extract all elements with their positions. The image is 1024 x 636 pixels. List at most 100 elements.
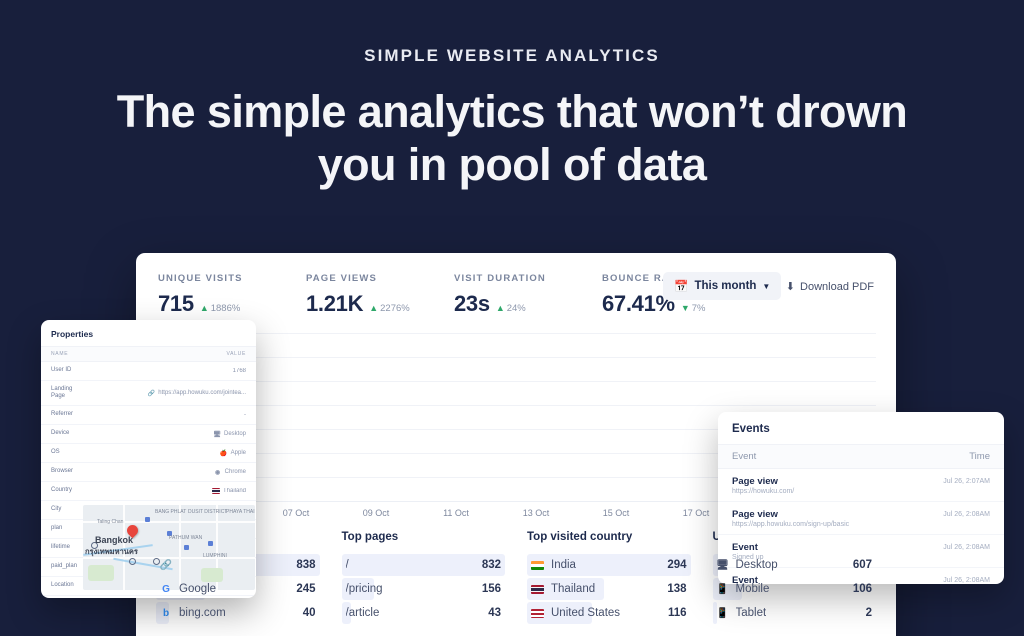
event-row[interactable]: Page view https://howuku.com/Jul 26, 2:07… [718,469,1004,502]
property-row[interactable]: Referrer - [41,406,256,425]
stat-delta-value: 7% [691,302,706,314]
properties-title: Properties [51,329,94,339]
event-name: Page view [732,476,778,487]
stat-delta: ▼ 7% [681,303,706,314]
flag-in [531,560,544,570]
table-row[interactable]: Thailand 138 [527,577,691,601]
row-label: 🖥 Desktop [716,559,778,571]
row-value: 43 [488,607,501,619]
property-value: 🍎 Apple [219,450,246,457]
map-district-3: PHAYA THAI [226,509,255,515]
row-value: 245 [296,583,316,595]
download-pdf-button[interactable]: ⬇ Download PDF [785,280,874,294]
table-row[interactable]: /pricing 156 [341,577,506,601]
event-detail: https://howuku.com/ [732,488,795,495]
flag-us [531,608,544,618]
chart-x-tick [636,502,676,523]
hero-section: SIMPLE WEBSITE ANALYTICS The simple anal… [0,0,1024,191]
table-row[interactable]: G Google 245 [156,577,320,601]
chart-x-tick: 11 Oct [443,508,469,518]
chart-x-tick [316,502,356,523]
row-value: 294 [667,559,687,571]
stat-page-views: PAGE VIEWS 1.21K ▲ 2276% [306,273,454,317]
row-bar [527,554,691,576]
dashboard-actions: 📅 This month ▼ ⬇ Download PDF [663,269,874,300]
stat-delta: ▲ 24% [496,303,526,314]
property-name: Device [51,430,70,437]
chart-x-tick: 13 Oct [522,508,550,518]
property-name: Referrer [51,411,74,418]
stat-delta-value: 24% [506,302,526,314]
arrow-up-icon: ▲ [199,303,209,313]
event-detail: Signed up [732,554,764,561]
event-row[interactable]: Page view https://app.howuku.com/sign-up/… [718,502,1004,535]
row-label: 📱 Tablet [716,607,767,619]
event-row[interactable]: EventLogin Jul 26, 2:08AM [718,568,1004,584]
row-bar [156,602,170,624]
google-icon: G [162,583,170,595]
tablet-icon: 📱 [716,607,729,619]
event-info: Event Signed up [732,542,764,561]
row-bar [341,554,505,576]
events-col-event: Event [732,451,757,462]
apple-icon: 🍎 [219,450,228,457]
row-label: /pricing [345,583,383,595]
row-value: 156 [481,583,501,595]
event-time: Jul 26, 2:08AM [943,511,990,518]
event-time: Jul 26, 2:08AM [943,544,990,551]
row-value: 2 [865,607,872,619]
events-panel: Events Event Time Page view https://howuk… [718,412,1004,584]
property-row[interactable]: User ID 1768 [41,362,256,381]
stat-value: 23s [454,291,490,316]
stat-label: VISIT DURATION [454,273,546,284]
events-rows: Page view https://howuku.com/Jul 26, 2:07… [718,469,1004,584]
stat-value: 715 [158,291,194,316]
table-row[interactable]: b bing.com 40 [156,601,320,625]
table-row[interactable]: India 294 [527,553,691,577]
stat-delta: ▲ 1886% [200,303,241,314]
property-row[interactable]: Browser ◉ Chrome [41,463,256,482]
event-detail: https://app.howuku.com/sign-up/basic [732,521,850,528]
property-name: Country [51,487,73,494]
property-name: lifetime [51,544,71,551]
stat-bounce-rate: BOUNCE RATE 67.41% ▼ 7% [602,273,750,317]
property-row[interactable]: Landing Page 🔗 https://app.howuku.com/join… [41,381,256,406]
download-icon: ⬇ [785,281,796,293]
date-range-button[interactable]: 📅 This month ▼ [663,272,782,300]
event-name: Page view [732,509,778,520]
map-district-2: DUSIT DISTRICT [188,509,228,515]
property-row[interactable]: Country Thailand [41,482,256,501]
row-label: / [345,559,349,571]
property-row[interactable]: Device 🖥 Desktop [41,425,256,444]
row-label: United States [531,607,620,619]
desktop-icon: 🖥 [716,559,729,571]
row-value: 116 [667,607,687,619]
map-city-label-thai: กรุงเทพมหานคร [85,547,138,556]
table-row[interactable]: 📱 Mobile 106 [712,577,877,601]
link-icon: 🔗 [147,390,156,397]
table-row[interactable]: 📱 Tablet 2 [712,601,877,625]
table-row[interactable]: /article 43 [341,601,506,625]
property-row[interactable]: OS 🍎 Apple [41,444,256,463]
events-table-header: Event Time [718,444,1004,469]
row-label: b bing.com [160,607,226,619]
property-name: paid_plan [51,563,78,570]
table-top-pages: Top pages / 832/pricing 156/article 43 [341,531,506,625]
property-name: OS [51,449,60,456]
row-label: 🔗 [160,559,179,571]
property-value: 🔗 https://app.howuku.com/jointea... [147,390,246,397]
flag-th [211,488,220,494]
map-district-1: BANG PHLAT [155,509,187,515]
row-bar [341,602,352,624]
row-bar [341,578,375,600]
row-value: 832 [481,559,501,571]
table-row[interactable]: United States 116 [527,601,691,625]
property-name: User ID [51,367,72,374]
event-row[interactable]: Event Signed up Jul 26, 2:08AM [718,535,1004,568]
map-place-2: LUMPHINI [203,553,227,559]
events-title: Events [732,423,770,435]
row-value: 40 [302,607,316,619]
location-map[interactable]: Bangkok กรุงเทพมหานคร BANG PHLAT DUSIT D… [83,505,255,590]
table-row[interactable]: / 832 [341,553,505,577]
